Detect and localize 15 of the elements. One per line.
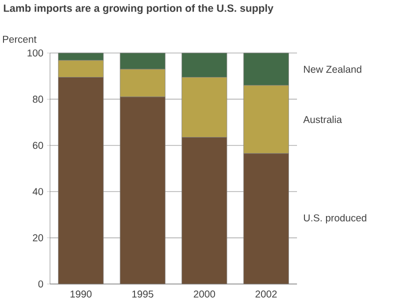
y-tick-label: 40 (32, 188, 44, 196)
series-label: U.S. produced (304, 214, 366, 224)
x-tick-label: 2000 (194, 290, 216, 298)
x-tick-label: 2002 (256, 290, 277, 298)
y-tick-label: 20 (32, 234, 44, 242)
series-label: Australia (303, 116, 342, 124)
y-tick-label: 60 (32, 142, 44, 149)
x-tick-label: 1990 (70, 290, 92, 298)
chart-title: Lamb imports are a growing portion of the U.S. supply (4, 4, 274, 14)
series-label: New Zealand (304, 66, 362, 73)
x-tick-label: 1995 (132, 290, 154, 298)
y-tick-label: 80 (32, 96, 44, 103)
y-axis-title: Percent (3, 36, 36, 43)
y-tick-label: 0 (38, 280, 44, 288)
y-tick-label: 100 (28, 49, 44, 57)
